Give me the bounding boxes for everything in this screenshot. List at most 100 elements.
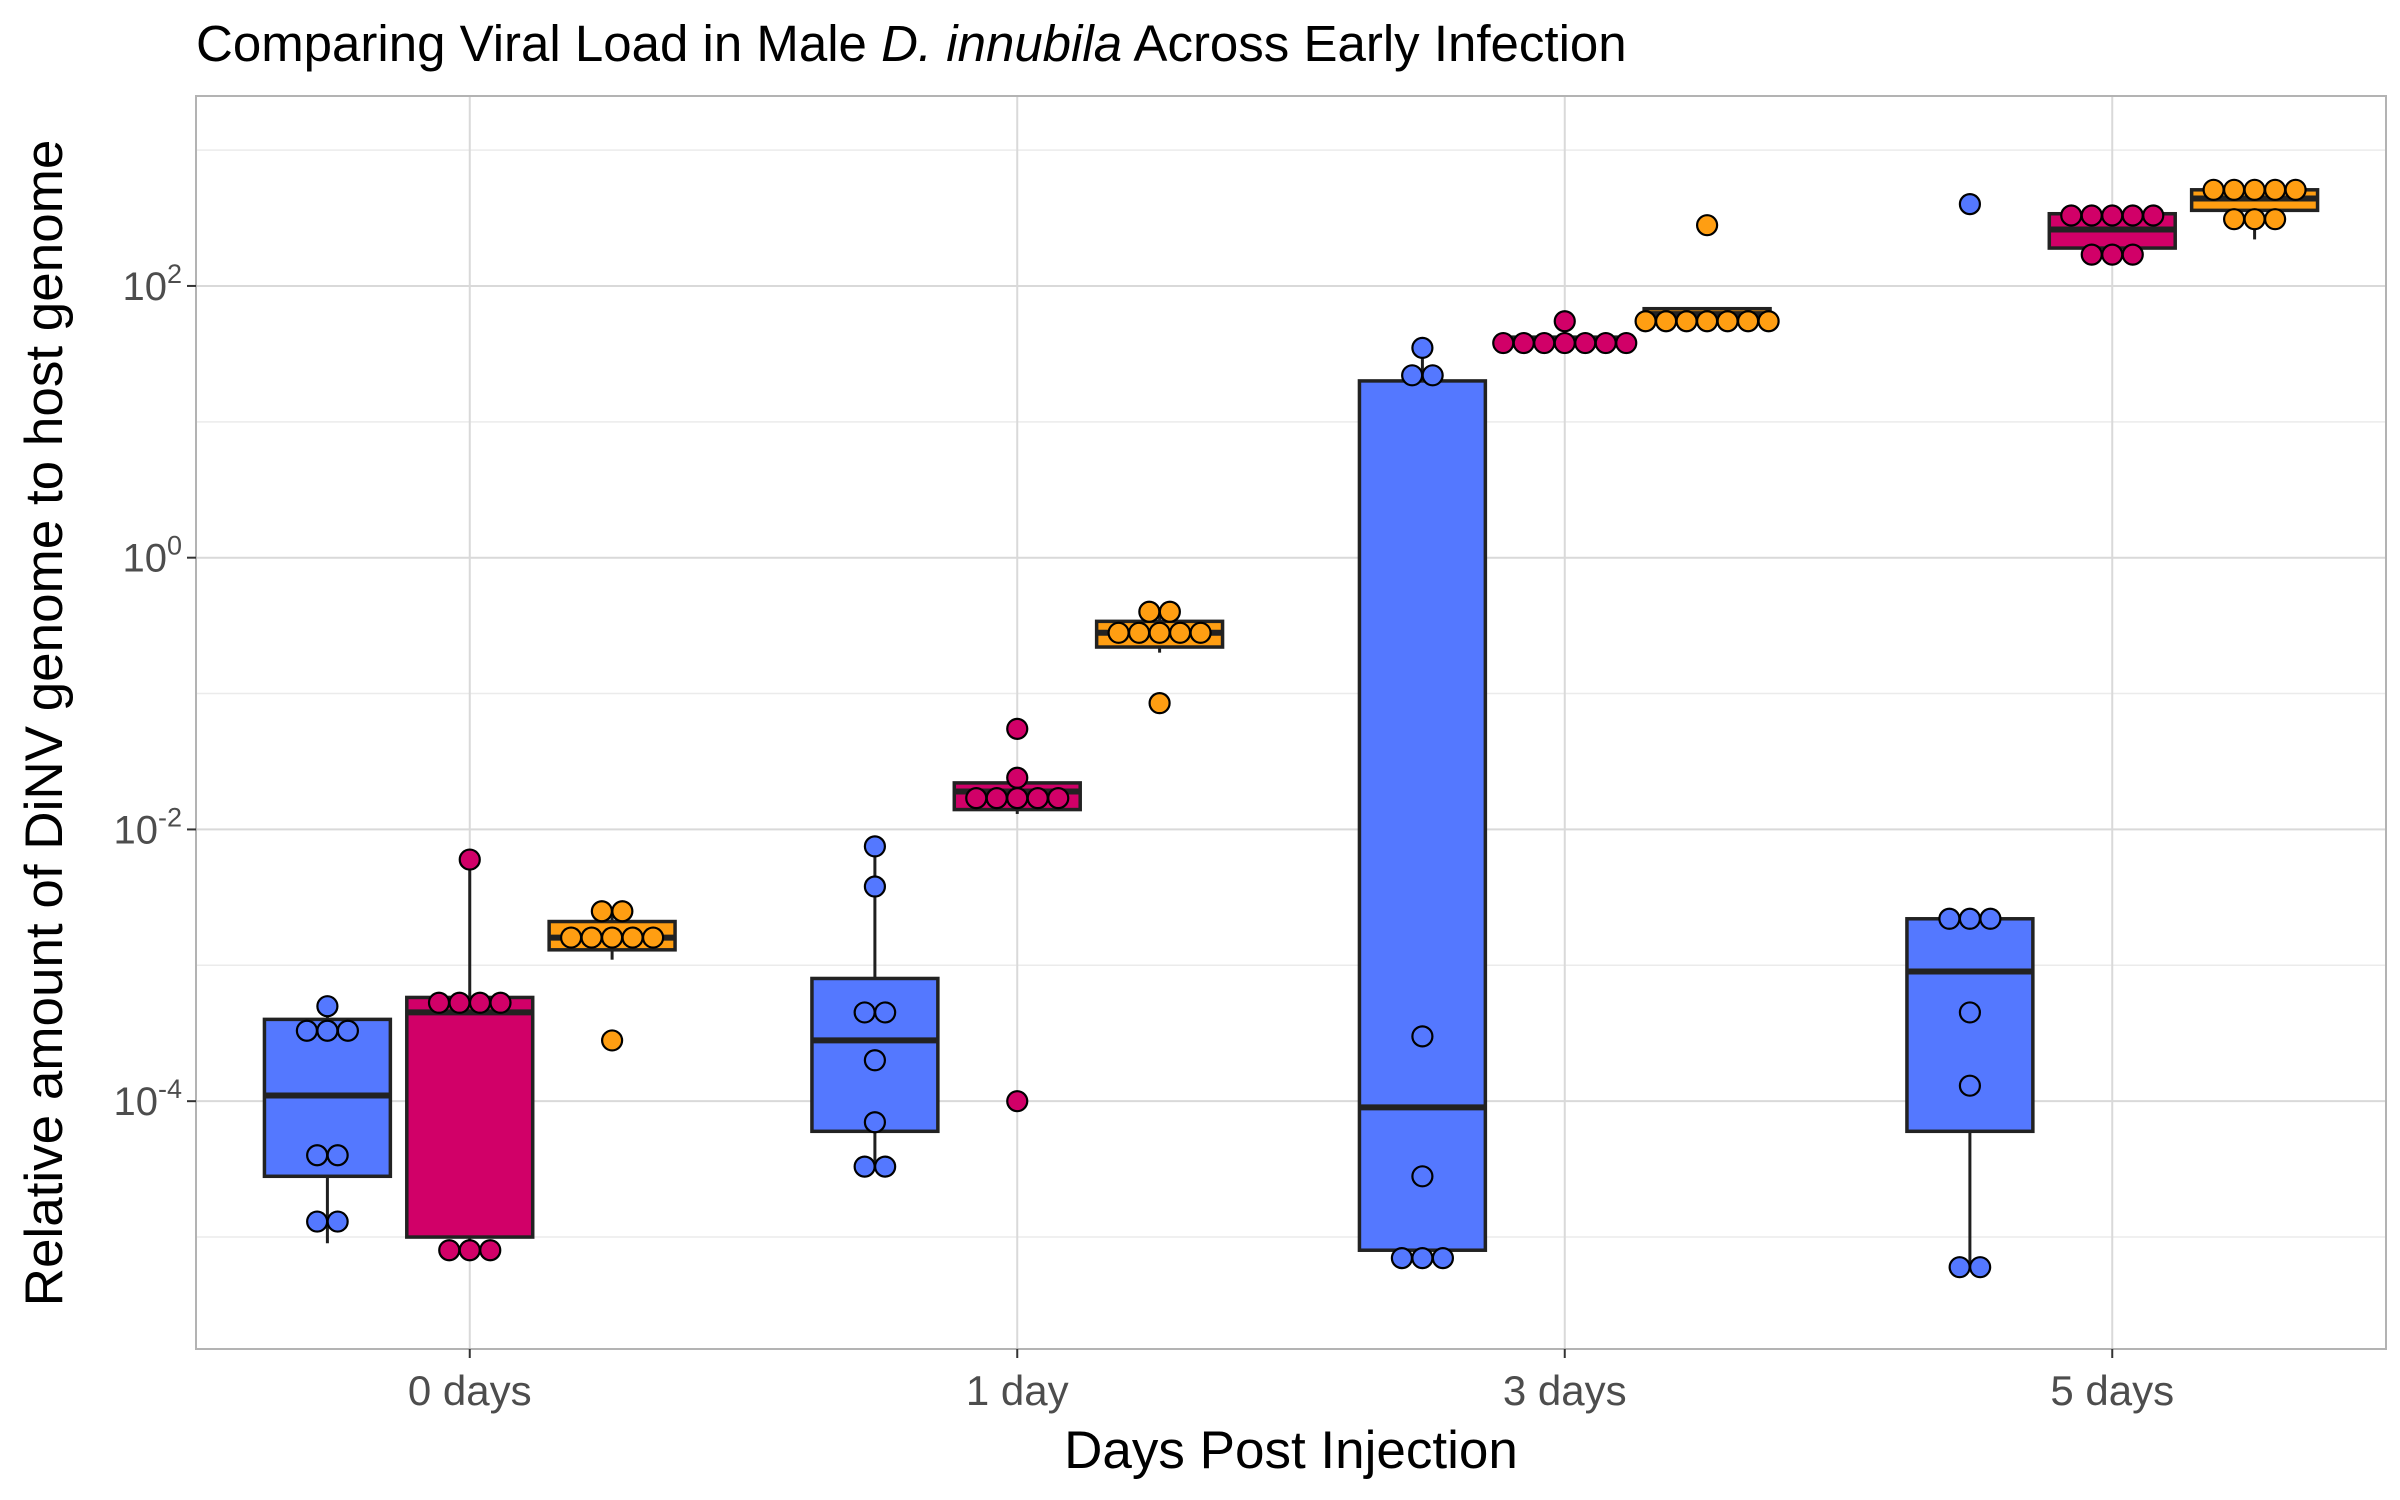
data-point: [1411, 1165, 1434, 1188]
data-point: [2243, 208, 2266, 231]
plot-panel: [196, 96, 2386, 1349]
data-point: [2264, 208, 2287, 231]
data-point: [621, 926, 644, 949]
data-point: [1553, 331, 1576, 355]
data-point: [1958, 1001, 1982, 1024]
data-point: [316, 1019, 339, 1042]
data-point: [479, 1239, 502, 1262]
chart-title: Comparing Viral Load in Male D. innubila…: [196, 15, 1627, 72]
data-point: [2202, 178, 2225, 201]
data-point: [306, 1210, 329, 1233]
data-point: [1401, 364, 1424, 387]
x-axis-title: Days Post Injection: [1064, 1421, 1518, 1480]
data-point: [2264, 178, 2287, 201]
data-point: [1047, 787, 1070, 810]
data-point: [489, 991, 512, 1014]
data-point: [1421, 364, 1444, 387]
data-point: [1431, 1247, 1455, 1270]
data-point: [1411, 336, 1434, 359]
data-point: [1148, 692, 1171, 715]
y-axis-ticks: 10-4 10-2 100 102: [113, 259, 196, 1124]
box-group: [405, 859, 535, 1251]
box: [1905, 917, 2035, 1134]
data-point: [1948, 1256, 1971, 1279]
data-point: [1411, 1247, 1434, 1270]
data-point: [1979, 907, 2002, 930]
data-point: [1634, 310, 1657, 333]
data-point: [559, 926, 583, 949]
data-point: [2243, 178, 2266, 201]
data-point: [863, 1111, 887, 1134]
data-point: [1189, 621, 1212, 644]
box: [405, 995, 535, 1239]
data-point: [2121, 204, 2144, 227]
data-point: [2223, 208, 2246, 231]
data-point: [1969, 1256, 1992, 1279]
x-tick-label: 3 days: [1503, 1367, 1627, 1414]
box-group: [810, 846, 940, 1167]
data-point: [316, 995, 339, 1018]
data-point: [306, 1144, 329, 1167]
data-point: [1512, 331, 1535, 355]
data-point: [2223, 178, 2246, 201]
x-axis-ticks: 0 days 1 day 3 days 5 days: [408, 1349, 2174, 1414]
data-point: [1492, 331, 1515, 355]
data-point: [611, 900, 634, 923]
data-point: [1695, 214, 1719, 237]
data-point: [2101, 243, 2124, 266]
data-point: [1958, 193, 1982, 216]
data-point: [874, 1155, 897, 1178]
data-point: [427, 991, 451, 1014]
data-point: [448, 991, 471, 1014]
box-group: [262, 1006, 393, 1244]
x-tick-label: 1 day: [966, 1367, 1069, 1414]
data-point: [1533, 331, 1556, 355]
data-point: [600, 1029, 624, 1052]
data-point: [2080, 204, 2103, 227]
data-point: [1411, 1025, 1434, 1048]
data-point: [1026, 787, 1049, 810]
data-point: [1757, 310, 1780, 333]
data-point: [1654, 310, 1678, 333]
plot-border: [195, 95, 2387, 1350]
data-point: [2284, 178, 2307, 201]
data-point: [2080, 243, 2103, 266]
data-point: [1006, 766, 1029, 789]
data-point: [874, 1001, 897, 1024]
y-tick-label: 100: [122, 531, 182, 581]
data-point: [863, 835, 887, 858]
data-point: [468, 991, 492, 1014]
data-point: [1148, 621, 1171, 644]
data-point: [985, 787, 1008, 810]
data-point: [863, 875, 887, 898]
data-point: [1158, 600, 1181, 623]
data-point: [1675, 310, 1698, 333]
data-point: [2060, 204, 2083, 227]
data-point: [600, 926, 624, 949]
data-point: [458, 1239, 481, 1262]
data-point: [1938, 907, 1961, 930]
data-point: [1553, 310, 1576, 333]
point-layer: [295, 178, 2307, 1279]
x-tick-label: 5 days: [2050, 1367, 2174, 1414]
data-point: [1127, 621, 1151, 644]
data-point: [1107, 621, 1130, 644]
y-tick-label: 10-2: [113, 802, 182, 852]
data-point: [1958, 1074, 1982, 1097]
data-point: [1695, 310, 1719, 333]
box: [1357, 379, 1488, 1252]
data-point: [326, 1144, 349, 1167]
data-point: [336, 1019, 359, 1042]
data-point: [641, 926, 665, 949]
data-point: [590, 900, 613, 923]
data-point: [1615, 331, 1638, 355]
data-point: [1716, 310, 1739, 333]
box-group: [1357, 347, 1488, 1259]
data-point: [1168, 621, 1192, 644]
data-point: [1958, 907, 1982, 930]
data-point: [1138, 600, 1161, 623]
data-point: [965, 787, 988, 810]
data-point: [1390, 1247, 1414, 1270]
data-point: [2142, 204, 2165, 227]
